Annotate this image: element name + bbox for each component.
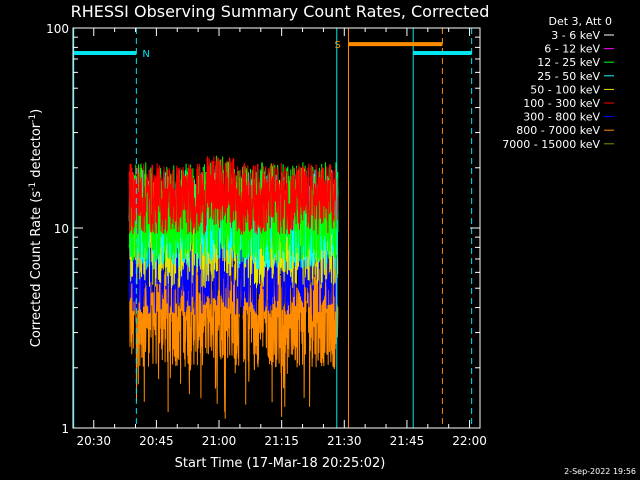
flag-label-N: N: [142, 49, 149, 60]
legend-label-3: 25 - 50 keV: [537, 70, 600, 83]
x-tick-label-6: 22:00: [452, 434, 487, 448]
chart-title: RHESSI Observing Summary Count Rates, Co…: [71, 2, 490, 21]
y-axis-label: Corrected Count Rate (s-1 detector-1): [28, 109, 44, 347]
flag-label-S: S: [334, 40, 340, 51]
series-line-5: [128, 156, 339, 235]
y-tick-label-1: 10: [54, 222, 69, 236]
legend-label-0: 3 - 6 keV: [551, 29, 600, 42]
legend-label-2: 12 - 25 keV: [537, 56, 600, 69]
x-tick-label-2: 21:00: [202, 434, 237, 448]
legend-label-4: 50 - 100 keV: [530, 83, 600, 96]
flag-bars: NS: [73, 40, 472, 60]
x-tick-label-3: 21:15: [264, 434, 299, 448]
x-axis-label: Start Time (17-Mar-18 20:25:02): [175, 456, 386, 471]
y-tick-label-2: 100: [46, 22, 69, 36]
legend-label-5: 100 - 300 keV: [523, 97, 600, 110]
x-tick-label-1: 20:45: [139, 434, 174, 448]
legend-label-8: 7000 - 15000 keV: [502, 138, 600, 151]
legend-label-6: 300 - 800 keV: [523, 111, 600, 124]
axes: 20:30 20:45 21:00 21:15 21:30 21:45 22:00 1 10 10…: [46, 22, 487, 448]
legend-label-1: 6 - 12 keV: [544, 43, 600, 56]
x-tick-label-5: 21:45: [390, 434, 425, 448]
x-tick-label-0: 20:30: [76, 434, 111, 448]
legend-header: Det 3, Att 0: [549, 15, 613, 28]
legend-label-7: 800 - 7000 keV: [516, 124, 600, 137]
y-tick-label-0: 1: [61, 422, 69, 436]
x-tick-label-4: 21:30: [327, 434, 362, 448]
data-layer: [128, 155, 339, 419]
timestamp: 2-Sep-2022 19:56: [564, 467, 636, 476]
